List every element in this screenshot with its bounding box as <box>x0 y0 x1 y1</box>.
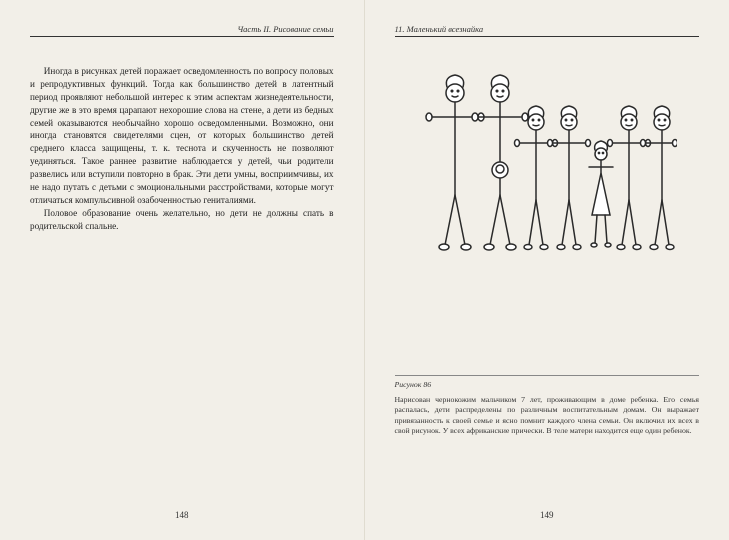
figure-label: Рисунок 86 <box>395 375 700 391</box>
para-2: Половое образование очень желательно, но… <box>30 207 334 233</box>
left-page-number: 148 <box>175 510 189 520</box>
family-drawing-icon <box>417 65 677 285</box>
figure-caption: Рисунок 86 Нарисован чернокожим мальчико… <box>395 375 700 437</box>
caption-text: Нарисован чернокожим мальчиком 7 лет, пр… <box>395 395 700 437</box>
left-body: Иногда в рисунках детей поражает осведом… <box>30 65 334 232</box>
para-1: Иногда в рисунках детей поражает осведом… <box>30 65 334 207</box>
figure-86 <box>395 65 700 285</box>
right-page-number: 149 <box>540 510 554 520</box>
right-header: 11. Маленький всезнайка <box>395 24 700 34</box>
left-header: Часть II. Рисование семьи <box>30 24 334 34</box>
